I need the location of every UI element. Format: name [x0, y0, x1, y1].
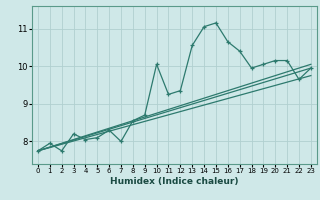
X-axis label: Humidex (Indice chaleur): Humidex (Indice chaleur) [110, 177, 239, 186]
